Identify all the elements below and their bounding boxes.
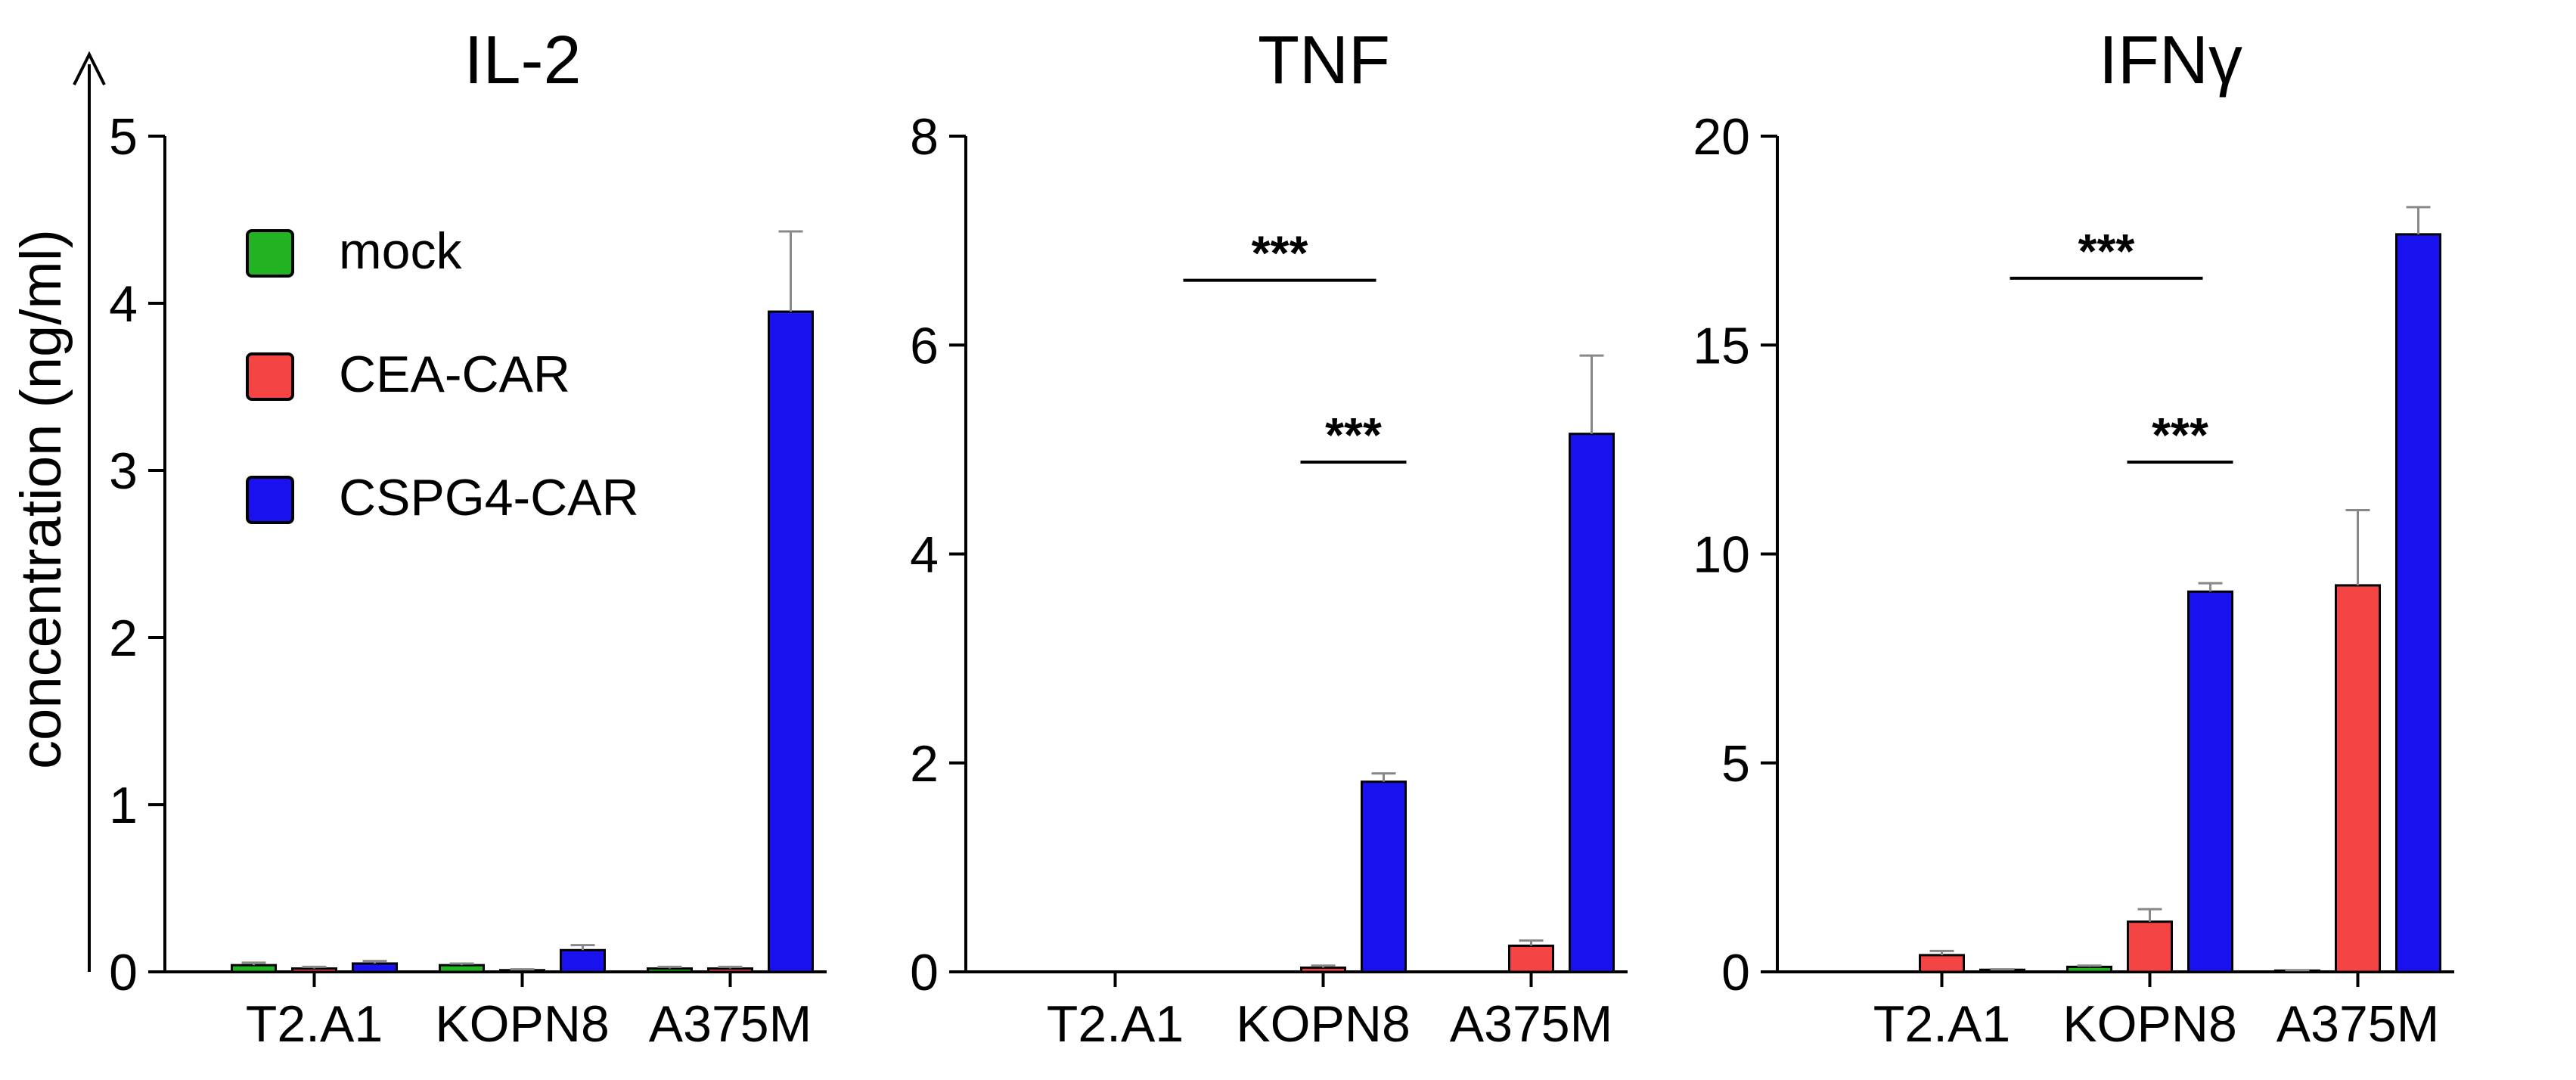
significance-label: ***: [2078, 224, 2135, 278]
x-category-label: T2.A1: [1873, 995, 2010, 1053]
panel-tnf: TNF 0 2 4 6 8 T2.A1 KOPN8 A375M *** ***: [910, 23, 1628, 1053]
bar-cspg4-car-t2-a1: [352, 962, 398, 973]
legend-swatch-cspg4-car: [246, 476, 294, 524]
panel-title: TNF: [1258, 23, 1390, 98]
bar-mock-kopn8: [2066, 965, 2112, 973]
bar-cea-car-kopn8: [1300, 966, 1346, 973]
y-tick-label: 2: [109, 610, 138, 667]
y-tick-label: 4: [109, 275, 138, 333]
bar-cea-car-t2-a1: [291, 967, 337, 973]
y-axis-label: concentration (ng/ml): [9, 229, 73, 769]
x-category-label: KOPN8: [1236, 995, 1411, 1053]
y-tick-label: 6: [910, 317, 939, 374]
panel-title: IL-2: [464, 23, 581, 98]
x-category-label: KOPN8: [2062, 995, 2237, 1053]
y-tick-label: 0: [1721, 944, 1750, 1001]
significance-label: ***: [1252, 226, 1308, 281]
y-tick-label: 15: [1693, 317, 1750, 374]
bar-cspg4-car-a375m: [2395, 233, 2441, 973]
x-category-label: A375M: [1450, 995, 1612, 1053]
legend-label-mock: mock: [339, 222, 462, 280]
y-axis-arrow-head: [73, 51, 106, 85]
y-tick-label: 10: [1693, 526, 1750, 584]
y-tick-label: 8: [910, 108, 939, 166]
y-tick-label: 4: [910, 526, 939, 584]
legend-swatch-cea-car: [246, 352, 294, 401]
bar-cspg4-car-kopn8: [1361, 781, 1407, 973]
panel-title: IFNγ: [2099, 23, 2242, 98]
legend-swatch-mock: [246, 229, 294, 278]
bar-mock-kopn8: [439, 964, 485, 973]
bar-cea-car-t2-a1: [1919, 954, 1965, 973]
legend-label-cea-car: CEA-CAR: [339, 346, 570, 403]
bar-cspg4-car-a375m: [768, 310, 814, 973]
x-category-label: T2.A1: [1047, 995, 1184, 1053]
y-tick-label: 5: [1721, 735, 1750, 793]
bar-cspg4-car-kopn8: [2187, 590, 2233, 973]
significance-label: ***: [1325, 408, 1382, 462]
bar-cspg4-car-kopn8: [560, 948, 606, 973]
y-tick-label: 3: [109, 442, 138, 500]
legend-label-cspg4-car: CSPG4-CAR: [339, 469, 639, 526]
significance-label: ***: [2152, 408, 2208, 462]
y-tick-label: 5: [109, 108, 138, 166]
y-tick-label: 0: [109, 944, 138, 1001]
x-category-label: A375M: [649, 995, 812, 1053]
x-category-label: KOPN8: [435, 995, 610, 1053]
bar-cea-car-a375m: [1508, 944, 1554, 973]
panel-ifn-: IFNγ 0 5 10 15 20 T2.A1 KOPN8 A375M *** ***: [1693, 23, 2454, 1053]
bar-mock-a375m: [647, 967, 693, 973]
y-tick-label: 0: [910, 944, 939, 1001]
panel-il-2: IL-2 0 1 2 3 4 5 T2.A1 KOPN8 A375M: [109, 23, 827, 1053]
bar-cea-car-a375m: [707, 967, 753, 973]
y-tick-label: 1: [109, 777, 138, 834]
y-tick-label: 20: [1693, 108, 1750, 166]
bar-cea-car-a375m: [2335, 584, 2381, 973]
y-tick-label: 2: [910, 735, 939, 793]
x-category-label: T2.A1: [246, 995, 383, 1053]
chart-panels: IL-2 0 1 2 3 4 5 T2.A1 KOPN8 A375M TNF 0 2 4 6 8 T2.A1 KO…: [109, 23, 2454, 1053]
x-category-label: A375M: [2277, 995, 2439, 1053]
bar-cspg4-car-a375m: [1569, 433, 1615, 973]
legend: mock CEA-CAR CSPG4-CAR: [246, 222, 639, 526]
bar-cea-car-kopn8: [2127, 920, 2173, 973]
bar-mock-t2-a1: [231, 964, 277, 973]
